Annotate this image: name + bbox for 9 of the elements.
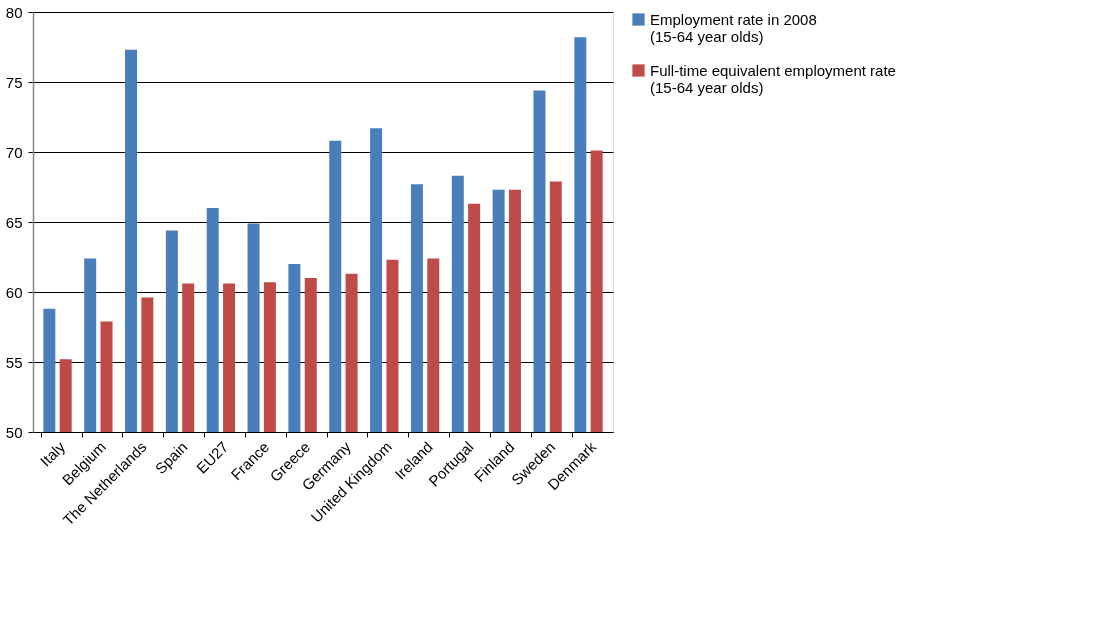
legend-label: Full-time equivalent employment rate (15-64 year olds): [650, 61, 896, 96]
y-tick-label: 80: [5, 3, 23, 21]
y-tick-label: 50: [5, 423, 23, 441]
y-tick-label: 55: [5, 353, 23, 371]
legend-label: Employment rate in 2008 (15-64 year olds): [650, 10, 817, 45]
y-tick-label: 70: [5, 143, 23, 161]
y-tick-label: 60: [5, 283, 23, 301]
y-tick-label: 75: [5, 73, 23, 91]
y-tick-label: 65: [5, 213, 23, 231]
